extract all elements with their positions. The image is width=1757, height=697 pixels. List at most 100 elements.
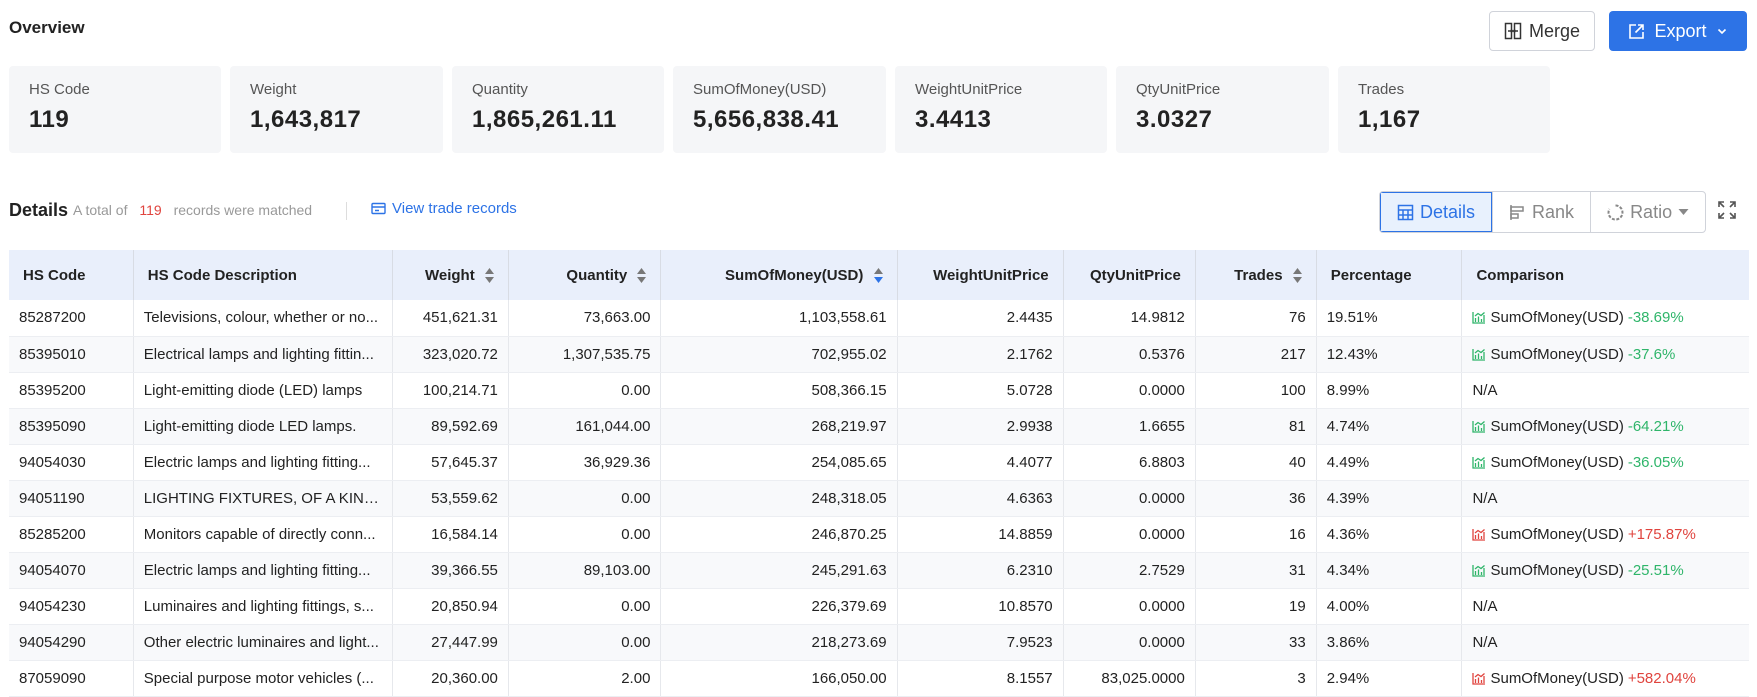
comparison-change: -64.21% bbox=[1627, 417, 1684, 435]
chart-icon bbox=[1472, 672, 1486, 685]
cell-hs-code: 85395200 bbox=[9, 372, 134, 409]
fullscreen-button[interactable] bbox=[1717, 200, 1737, 225]
cell-weight: 20,360.00 bbox=[392, 660, 509, 697]
cell-quantity: 0.00 bbox=[508, 372, 662, 409]
cell-description: LIGHTING FIXTURES, OF A KIND ... bbox=[133, 480, 393, 517]
comparison-change: -37.6% bbox=[1627, 345, 1676, 363]
cell-quantity: 73,663.00 bbox=[508, 300, 662, 337]
export-button[interactable]: Export bbox=[1609, 11, 1747, 51]
cell-qty-unit-price: 6.8803 bbox=[1063, 444, 1196, 481]
cell-qty-unit-price: 0.0000 bbox=[1063, 516, 1196, 553]
col-quantity[interactable]: Quantity bbox=[508, 250, 662, 300]
cell-trades: 100 bbox=[1195, 372, 1317, 409]
comparison-metric: SumOfMoney(USD) bbox=[1490, 345, 1624, 363]
cell-comparison[interactable]: SumOfMoney(USD) -25.51% bbox=[1461, 552, 1749, 589]
cell-qty-unit-price: 1.6655 bbox=[1063, 408, 1196, 445]
cell-weight-unit-price: 4.4077 bbox=[897, 444, 1064, 481]
cell-description: Electrical lamps and lighting fittin... bbox=[133, 336, 393, 373]
cell-weight: 53,559.62 bbox=[392, 480, 509, 517]
card-label: QtyUnitPrice bbox=[1136, 81, 1221, 98]
table-row[interactable]: 94054030 Electric lamps and lighting fitt… bbox=[9, 444, 1749, 481]
sort-icon[interactable] bbox=[484, 268, 494, 284]
cell-comparison[interactable]: SumOfMoney(USD) -64.21% bbox=[1461, 408, 1749, 445]
sort-icon[interactable] bbox=[637, 268, 647, 284]
cell-quantity: 36,929.36 bbox=[508, 444, 662, 481]
cell-weight-unit-price: 7.9523 bbox=[897, 624, 1064, 661]
cell-hs-code: 85287200 bbox=[9, 300, 134, 337]
cell-comparison[interactable]: SumOfMoney(USD) +582.04% bbox=[1461, 660, 1749, 697]
cell-sum-of-money: 702,955.02 bbox=[660, 336, 898, 373]
col-qty-unit-price: QtyUnitPrice bbox=[1063, 250, 1196, 300]
cell-hs-code: 94054070 bbox=[9, 552, 134, 589]
comparison-na: N/A bbox=[1472, 597, 1498, 615]
cell-description: Special purpose motor vehicles (... bbox=[133, 660, 393, 697]
comparison-change: -38.69% bbox=[1627, 309, 1684, 327]
comparison-metric: SumOfMoney(USD) bbox=[1490, 309, 1624, 327]
table-row[interactable]: 87059090 Special purpose motor vehicles (… bbox=[9, 660, 1749, 697]
cell-description: Electric lamps and lighting fitting... bbox=[133, 552, 393, 589]
cell-sum-of-money: 246,870.25 bbox=[660, 516, 898, 553]
merge-label: Merge bbox=[1528, 20, 1581, 41]
cell-trades: 217 bbox=[1195, 336, 1317, 373]
cell-qty-unit-price: 0.5376 bbox=[1063, 336, 1196, 373]
export-icon bbox=[1629, 23, 1645, 39]
col-trades[interactable]: Trades bbox=[1195, 250, 1317, 300]
chart-icon bbox=[1472, 348, 1486, 361]
cell-sum-of-money: 254,085.65 bbox=[660, 444, 898, 481]
tab-details[interactable]: Details bbox=[1380, 192, 1493, 232]
view-trade-records-link[interactable]: View trade records bbox=[371, 200, 517, 217]
table-row[interactable]: 85287200 Televisions, colour, whether or … bbox=[9, 300, 1749, 337]
comparison-change: -25.51% bbox=[1627, 561, 1684, 579]
cell-weight: 39,366.55 bbox=[392, 552, 509, 589]
table-row[interactable]: 94051190 LIGHTING FIXTURES, OF A KIND ...… bbox=[9, 480, 1749, 517]
cell-weight: 323,020.72 bbox=[392, 336, 509, 373]
sort-desc-icon[interactable] bbox=[873, 268, 883, 284]
expand-icon bbox=[1718, 201, 1736, 219]
chevron-down-icon bbox=[1717, 28, 1726, 35]
cell-percentage: 4.39% bbox=[1316, 480, 1463, 517]
cell-quantity: 89,103.00 bbox=[508, 552, 662, 589]
view-trade-records-label: View trade records bbox=[392, 200, 517, 217]
tab-rank[interactable]: Rank bbox=[1492, 192, 1590, 232]
comparison-change: +582.04% bbox=[1627, 669, 1696, 687]
table-row[interactable]: 94054230 Luminaires and lighting fittings… bbox=[9, 588, 1749, 625]
table-row[interactable]: 85395200 Light-emitting diode (LED) lamps… bbox=[9, 372, 1749, 409]
cell-quantity: 161,044.00 bbox=[508, 408, 662, 445]
cell-sum-of-money: 508,366.15 bbox=[660, 372, 898, 409]
card-value: 3.4413 bbox=[915, 106, 992, 133]
table-row[interactable]: 94054070 Electric lamps and lighting fitt… bbox=[9, 552, 1749, 589]
card-label: Quantity bbox=[472, 81, 528, 98]
cell-qty-unit-price: 0.0000 bbox=[1063, 588, 1196, 625]
table-row[interactable]: 94054290 Other electric luminaires and li… bbox=[9, 624, 1749, 661]
tab-rank-label: Rank bbox=[1532, 201, 1575, 222]
card-quantity: Quantity 1,865,261.11 bbox=[452, 66, 664, 153]
col-weight[interactable]: Weight bbox=[392, 250, 509, 300]
cell-weight-unit-price: 14.8859 bbox=[897, 516, 1064, 553]
cell-hs-code: 87059090 bbox=[9, 660, 134, 697]
cell-comparison[interactable]: SumOfMoney(USD) -36.05% bbox=[1461, 444, 1749, 481]
card-sum-of-money: SumOfMoney(USD) 5,656,838.41 bbox=[673, 66, 886, 153]
card-label: SumOfMoney(USD) bbox=[693, 81, 827, 98]
tab-ratio[interactable]: Ratio bbox=[1590, 192, 1705, 232]
details-table: HS Code HS Code Description Weight Quant… bbox=[9, 250, 1749, 697]
cell-comparison[interactable]: SumOfMoney(USD) +175.87% bbox=[1461, 516, 1749, 553]
cell-percentage: 4.00% bbox=[1316, 588, 1463, 625]
cell-trades: 36 bbox=[1195, 480, 1317, 517]
cell-comparison[interactable]: SumOfMoney(USD) -38.69% bbox=[1461, 300, 1749, 337]
cell-weight-unit-price: 2.1762 bbox=[897, 336, 1064, 373]
cell-qty-unit-price: 14.9812 bbox=[1063, 300, 1196, 337]
sort-icon[interactable] bbox=[1292, 268, 1302, 284]
cell-sum-of-money: 226,379.69 bbox=[660, 588, 898, 625]
col-hs-code: HS Code bbox=[9, 250, 134, 300]
cell-hs-code: 85395090 bbox=[9, 408, 134, 445]
col-sum-of-money[interactable]: SumOfMoney(USD) bbox=[660, 250, 898, 300]
table-row[interactable]: 85395010 Electrical lamps and lighting fi… bbox=[9, 336, 1749, 373]
table-row[interactable]: 85285200 Monitors capable of directly con… bbox=[9, 516, 1749, 553]
cell-comparison[interactable]: SumOfMoney(USD) -37.6% bbox=[1461, 336, 1749, 373]
cell-percentage: 8.99% bbox=[1316, 372, 1463, 409]
table-row[interactable]: 85395090 Light-emitting diode LED lamps. 8… bbox=[9, 408, 1749, 445]
cell-hs-code: 85395010 bbox=[9, 336, 134, 373]
merge-button[interactable]: Merge bbox=[1489, 11, 1595, 51]
rank-bars-icon bbox=[1510, 204, 1524, 220]
cell-trades: 3 bbox=[1195, 660, 1317, 697]
